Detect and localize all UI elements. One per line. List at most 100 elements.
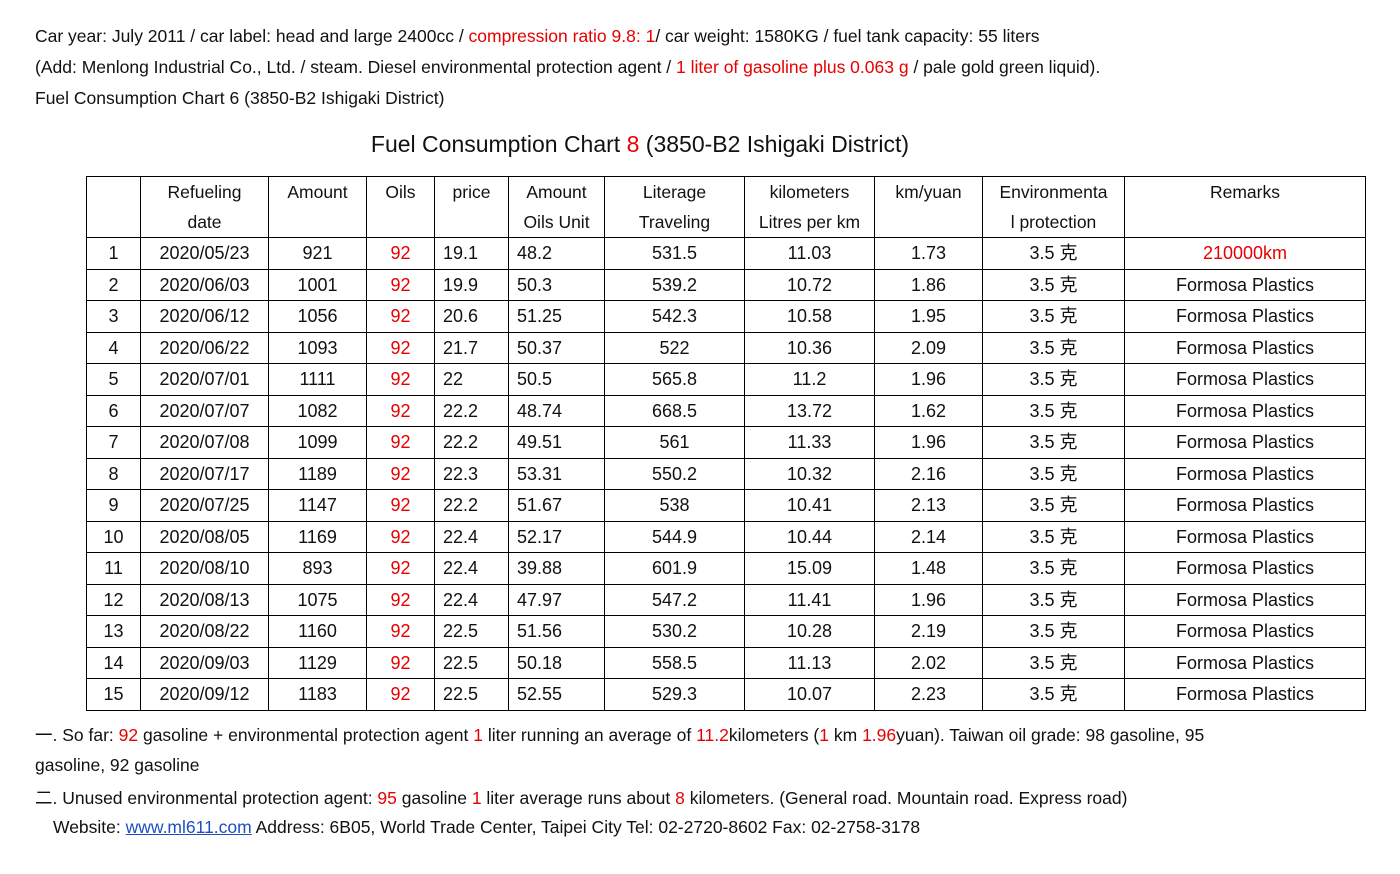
table-header-row: Refueling date Amount Oils price Amount Oil… — [86, 176, 1366, 238]
additive-info-text-2: / pale gold green liquid). — [908, 57, 1101, 77]
note-2-text: gasoline — [396, 788, 472, 808]
column-header-label: price — [452, 182, 491, 202]
column-header: kilometers Litres per km — [744, 176, 875, 238]
table-cell: 50.3 — [508, 268, 605, 301]
contact-line: Website: www.ml611.com Address: 6B05, Wo… — [53, 817, 920, 838]
column-header-label: date — [187, 212, 222, 232]
note-2: 二. Unused environmental protection agent… — [35, 785, 1127, 810]
table-cell: 2020/06/03 — [140, 268, 269, 301]
table-cell: 2020/07/01 — [140, 363, 269, 396]
note-2-value: 1 — [471, 788, 482, 808]
table-cell: 2020/09/12 — [140, 678, 269, 711]
table-cell: 92 — [366, 520, 435, 553]
table-cell: 1.86 — [874, 268, 983, 301]
table-cell: 539.2 — [604, 268, 745, 301]
chart-title: Fuel Consumption Chart 8 (3850-B2 Ishiga… — [0, 131, 1280, 158]
table-cell: 1147 — [268, 489, 367, 522]
table-cell: 7 — [86, 426, 141, 459]
table-cell: 10.41 — [744, 489, 875, 522]
table-cell: 11.13 — [744, 646, 875, 679]
table-cell: 2.16 — [874, 457, 983, 490]
table-cell: 11.33 — [744, 426, 875, 459]
table-cell: 48.2 — [508, 237, 605, 270]
column-header: Remarks — [1124, 176, 1366, 238]
table-cell: 1075 — [268, 583, 367, 616]
column-header-label — [270, 207, 366, 237]
table-row: 3 2020/06/12 1056 92 20.6 51.25 542.3 10.58 1.95… — [86, 300, 1366, 333]
column-header-label — [1126, 207, 1365, 237]
table-cell: 1099 — [268, 426, 367, 459]
table-cell: 1111 — [268, 363, 367, 396]
table-cell: 92 — [366, 268, 435, 301]
table-row: 4 2020/06/22 1093 92 21.7 50.37 522 10.36 2.09 3.… — [86, 331, 1366, 364]
column-header-label: kilometers — [769, 182, 850, 202]
column-header-label — [876, 207, 982, 237]
table-row: 9 2020/07/25 1147 92 22.2 51.67 538 10.41 2.13 3.… — [86, 489, 1366, 522]
table-cell: 92 — [366, 615, 435, 648]
table-cell: 893 — [268, 552, 367, 585]
table-cell: Formosa Plastics — [1124, 615, 1366, 648]
note-1-value: 1.96 — [862, 725, 897, 745]
note-2-text: liter average runs about — [481, 788, 676, 808]
table-cell: 13 — [86, 615, 141, 648]
table-cell: 2020/06/12 — [140, 300, 269, 333]
table-cell: 22.4 — [434, 552, 509, 585]
table-row: 7 2020/07/08 1099 92 22.2 49.51 561 11.33 1.96 3.… — [86, 426, 1366, 459]
table-cell: 5 — [86, 363, 141, 396]
table-cell: 561 — [604, 426, 745, 459]
table-cell: 3.5 克 — [982, 520, 1125, 553]
column-header-label — [88, 207, 140, 237]
table-cell: 15.09 — [744, 552, 875, 585]
table-row: 12 2020/08/13 1075 92 22.4 47.97 547.2 11.41 1.9… — [86, 583, 1366, 616]
table-cell: 9 — [86, 489, 141, 522]
table-cell: 565.8 — [604, 363, 745, 396]
note-1: 一. So far: 92 gasoline + environmental p… — [35, 722, 1204, 747]
table-cell: 1.96 — [874, 426, 983, 459]
table-cell: 3.5 克 — [982, 646, 1125, 679]
table-cell: 10.44 — [744, 520, 875, 553]
table-cell: 11.2 — [744, 363, 875, 396]
table-cell: 51.25 — [508, 300, 605, 333]
table-cell: 1082 — [268, 394, 367, 427]
table-cell: Formosa Plastics — [1124, 583, 1366, 616]
table-cell: 2.19 — [874, 615, 983, 648]
table-cell: 22.4 — [434, 520, 509, 553]
table-cell: 6 — [86, 394, 141, 427]
table-cell: Formosa Plastics — [1124, 300, 1366, 333]
table-cell: Formosa Plastics — [1124, 426, 1366, 459]
website-link[interactable]: www.ml611.com — [125, 817, 252, 837]
table-cell: Formosa Plastics — [1124, 457, 1366, 490]
table-cell: 52.55 — [508, 678, 605, 711]
table-cell: 14 — [86, 646, 141, 679]
additive-ratio: 1 liter of gasoline plus 0.063 g — [676, 57, 909, 77]
table-cell: 50.37 — [508, 331, 605, 364]
table-cell: 19.9 — [434, 268, 509, 301]
table-cell: 10.36 — [744, 331, 875, 364]
note-1-text: 一. So far: — [35, 725, 119, 745]
table-cell: 10.07 — [744, 678, 875, 711]
previous-chart-ref: Fuel Consumption Chart 6 (3850-B2 Ishiga… — [35, 88, 445, 108]
table-cell: 530.2 — [604, 615, 745, 648]
table-cell: 1.62 — [874, 394, 983, 427]
table-cell: 1001 — [268, 268, 367, 301]
column-header: Amount Oils Unit — [508, 176, 605, 238]
table-cell: 8 — [86, 457, 141, 490]
compression-ratio: compression ratio 9.8: 1 — [468, 26, 656, 46]
column-header-label — [368, 207, 434, 237]
table-cell: Formosa Plastics — [1124, 520, 1366, 553]
table-cell: 547.2 — [604, 583, 745, 616]
table-cell: 10.28 — [744, 615, 875, 648]
table-cell: 2020/07/17 — [140, 457, 269, 490]
table-cell: 2.13 — [874, 489, 983, 522]
table-cell: 550.2 — [604, 457, 745, 490]
address-contact: Address: 6B05, World Trade Center, Taipe… — [251, 817, 921, 837]
table-cell: 22.5 — [434, 646, 509, 679]
table-cell: 3.5 克 — [982, 615, 1125, 648]
note-2-value: 95 — [377, 788, 397, 808]
table-cell: 921 — [268, 237, 367, 270]
table-cell: 1.96 — [874, 363, 983, 396]
table-cell: Formosa Plastics — [1124, 363, 1366, 396]
table-cell: 601.9 — [604, 552, 745, 585]
column-header-label: Amount — [287, 182, 348, 202]
table-cell: 10.72 — [744, 268, 875, 301]
